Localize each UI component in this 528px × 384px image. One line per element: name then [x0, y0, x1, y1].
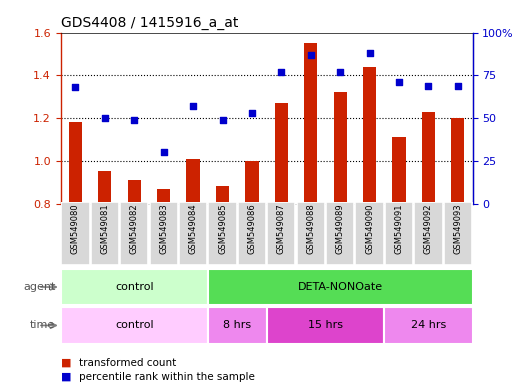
Bar [326, 202, 354, 265]
Point [101, 115, 109, 121]
Bar [128, 180, 141, 204]
Point [71, 84, 80, 90]
Bar [384, 307, 473, 344]
Bar [186, 159, 200, 204]
Bar [334, 93, 347, 204]
Bar [98, 172, 111, 204]
Text: 15 hrs: 15 hrs [308, 320, 343, 331]
Bar [444, 202, 472, 265]
Text: ■: ■ [61, 358, 71, 368]
Point [277, 69, 286, 75]
Text: GSM549090: GSM549090 [365, 204, 374, 254]
Bar [208, 307, 267, 344]
Bar [355, 202, 384, 265]
Text: GSM549085: GSM549085 [218, 204, 227, 254]
Bar [208, 269, 473, 305]
Bar [238, 202, 266, 265]
Point [218, 117, 227, 123]
Text: GSM549080: GSM549080 [71, 204, 80, 254]
Text: ■: ■ [61, 372, 71, 382]
Bar [297, 202, 325, 265]
Text: 24 hrs: 24 hrs [411, 320, 446, 331]
Point [424, 83, 432, 89]
Bar [120, 202, 148, 265]
Point [248, 110, 256, 116]
Point [159, 149, 168, 156]
Text: GSM549091: GSM549091 [394, 204, 403, 254]
Point [365, 50, 374, 56]
Text: agent: agent [23, 282, 55, 292]
Bar [414, 202, 442, 265]
Bar [179, 202, 207, 265]
Text: control: control [115, 320, 154, 331]
Bar [267, 202, 296, 265]
Text: GSM549086: GSM549086 [248, 204, 257, 254]
Bar [69, 122, 82, 204]
Bar [363, 67, 376, 204]
Bar [385, 202, 413, 265]
Bar [422, 112, 435, 204]
Bar [267, 307, 384, 344]
Text: GSM549093: GSM549093 [454, 204, 463, 254]
Text: DETA-NONOate: DETA-NONOate [298, 282, 383, 292]
Text: GSM549082: GSM549082 [130, 204, 139, 254]
Bar [275, 103, 288, 204]
Text: time: time [30, 320, 55, 331]
Text: GSM549084: GSM549084 [188, 204, 197, 254]
Point [454, 83, 462, 89]
Text: transformed count: transformed count [79, 358, 176, 368]
Point [130, 117, 138, 123]
Bar [209, 202, 237, 265]
Point [307, 52, 315, 58]
Text: GDS4408 / 1415916_a_at: GDS4408 / 1415916_a_at [61, 16, 238, 30]
Bar [216, 187, 229, 204]
Bar [392, 137, 406, 204]
Bar [304, 43, 317, 204]
Text: GSM549088: GSM549088 [306, 204, 315, 254]
Bar [61, 202, 90, 265]
Bar [246, 161, 259, 204]
Bar [149, 202, 178, 265]
Point [189, 103, 197, 109]
Text: GSM549092: GSM549092 [424, 204, 433, 254]
Text: GSM549089: GSM549089 [336, 204, 345, 254]
Point [336, 69, 344, 75]
Text: GSM549087: GSM549087 [277, 204, 286, 254]
Bar [91, 202, 119, 265]
Text: control: control [115, 282, 154, 292]
Bar [61, 269, 208, 305]
Point [395, 79, 403, 85]
Bar [157, 189, 171, 204]
Text: 8 hrs: 8 hrs [223, 320, 251, 331]
Text: percentile rank within the sample: percentile rank within the sample [79, 372, 255, 382]
Text: GSM549081: GSM549081 [100, 204, 109, 254]
Bar [451, 118, 465, 204]
Text: GSM549083: GSM549083 [159, 204, 168, 254]
Bar [61, 307, 208, 344]
